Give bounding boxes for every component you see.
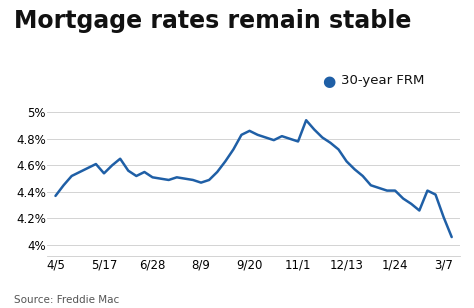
Text: ●: ●	[322, 74, 336, 89]
Text: 30-year FRM: 30-year FRM	[341, 74, 425, 87]
Text: Mortgage rates remain stable: Mortgage rates remain stable	[14, 9, 411, 33]
Text: Source: Freddie Mac: Source: Freddie Mac	[14, 295, 119, 305]
